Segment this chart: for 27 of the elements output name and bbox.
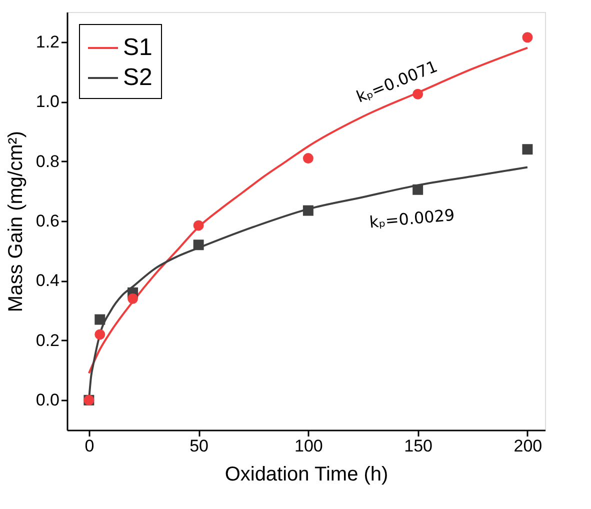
point [193, 220, 204, 231]
y-tick-label: 0.2 [36, 330, 60, 350]
point [94, 314, 106, 325]
y-tick-label: 1.0 [36, 92, 60, 112]
point [94, 329, 106, 340]
point [302, 153, 314, 164]
y-axis-title: Mass Gain (mg/cm²) [4, 130, 27, 312]
legend-label: S1 [123, 34, 152, 61]
y-tick-label: 0.6 [36, 212, 60, 230]
point [302, 205, 314, 216]
y-tick-label: 0.8 [36, 152, 60, 171]
annotation: kₚ=0.0029 [368, 205, 456, 232]
point [128, 293, 138, 304]
legend-label: S2 [123, 64, 152, 91]
x-tick-label: 100 [294, 436, 323, 456]
x-tick-label: 150 [404, 436, 433, 456]
point [412, 184, 424, 195]
point [522, 144, 533, 155]
y-tick-label: 1.2 [36, 32, 60, 52]
x-axis-title: Oxidation Time (h) [224, 464, 388, 486]
point [522, 32, 533, 43]
x-tick-label: 0 [84, 436, 94, 456]
x-tick-label: 200 [514, 436, 542, 456]
y-tick-label: 0.4 [36, 271, 60, 290]
x-tick-label: 50 [190, 436, 209, 456]
y-tick-label: 0.0 [36, 390, 60, 410]
point [193, 240, 204, 250]
